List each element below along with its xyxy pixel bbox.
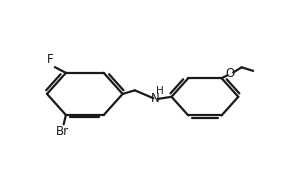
Text: N: N [151, 92, 160, 105]
Text: H: H [156, 86, 164, 96]
Text: F: F [47, 53, 54, 66]
Text: Br: Br [56, 126, 69, 138]
Text: O: O [226, 67, 235, 80]
